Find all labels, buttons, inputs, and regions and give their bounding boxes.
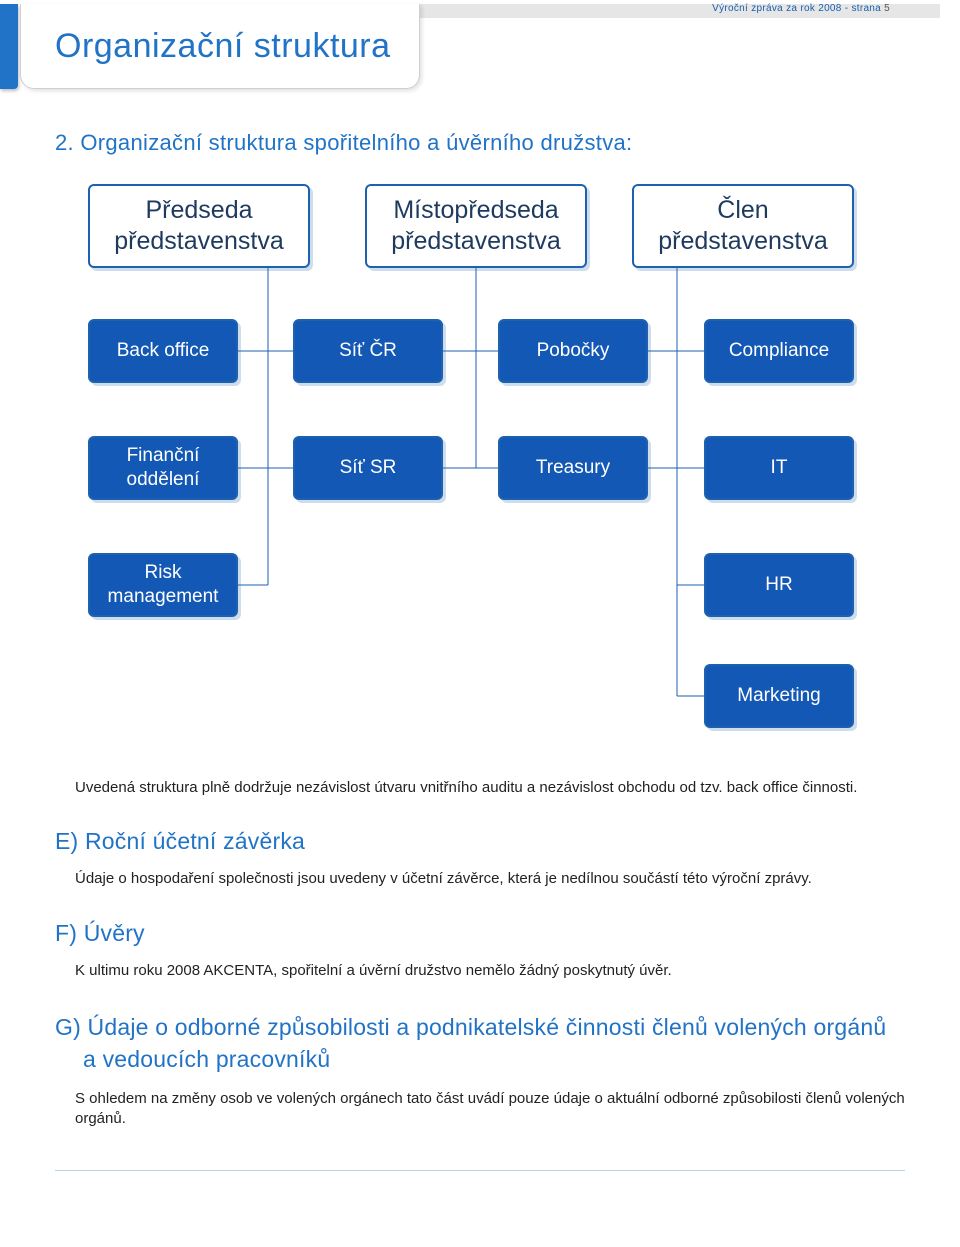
org-node-l2: Síť ČR [293, 319, 443, 383]
org-node-t2: Místopředseda představenstva [365, 184, 587, 268]
org-chart: Předseda představenstva Místopředseda pře… [55, 184, 905, 764]
section-g-heading-line1: G) Údaje o odborné způsobilosti a podnik… [55, 1014, 886, 1040]
section-f-body: K ultimu roku 2008 AKCENTA, spořitelní a… [75, 961, 905, 981]
section-g-body: S ohledem na změny osob ve volených orgá… [75, 1089, 905, 1130]
org-node-l5: Finanční oddělení [88, 436, 238, 500]
org-node-l11: Marketing [704, 664, 854, 728]
footer-rule [55, 1170, 905, 1171]
org-node-l8: IT [704, 436, 854, 500]
page-title: Organizační struktura [55, 27, 391, 66]
section-g-heading-line2: a vedoucích pracovníků [55, 1043, 905, 1075]
org-node-t3: Člen představenstva [632, 184, 854, 268]
side-tab [0, 4, 18, 89]
org-node-l1: Back office [88, 319, 238, 383]
section-e-heading: E) Roční účetní závěrka [55, 828, 905, 855]
section-g-heading: G) Údaje o odborné způsobilosti a podnik… [55, 1011, 905, 1075]
corner-note-text: Výroční zpráva za rok 2008 - strana [712, 3, 881, 14]
org-node-l3: Pobočky [498, 319, 648, 383]
section-f-heading: F) Úvěry [55, 920, 905, 947]
section-e-body: Údaje o hospodaření společnosti jsou uve… [75, 869, 905, 889]
page-number: 5 [881, 3, 890, 14]
para-after-chart: Uvedená struktura plně dodržuje nezávisl… [75, 778, 905, 798]
org-node-l10: HR [704, 553, 854, 617]
org-node-l7: Treasury [498, 436, 648, 500]
title-pill: Organizační struktura [20, 4, 420, 89]
section-heading: 2. Organizační struktura spořitelního a … [55, 130, 905, 156]
org-node-l6: Síť SR [293, 436, 443, 500]
org-node-t1: Předseda představenstva [88, 184, 310, 268]
org-node-l9: Risk management [88, 553, 238, 617]
header-page-info: Výroční zpráva za rok 2008 - strana 5 [712, 3, 890, 14]
org-node-l4: Compliance [704, 319, 854, 383]
